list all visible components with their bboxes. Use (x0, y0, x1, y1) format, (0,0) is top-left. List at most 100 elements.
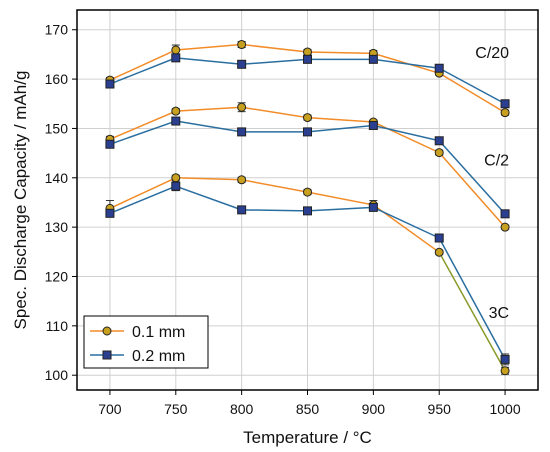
data-point (368, 202, 378, 212)
series-segment (307, 191, 374, 206)
data-point (237, 127, 247, 137)
data-point (303, 113, 312, 123)
legend-label-0.1mm: 0.1 mm (132, 324, 185, 341)
series-segment (373, 58, 440, 69)
series-segment (307, 116, 374, 123)
legend-marker-0.2mm (102, 350, 112, 360)
data-point (303, 54, 312, 64)
data-point (105, 139, 115, 149)
series-segment (175, 185, 242, 211)
series-3C-0.2mm (105, 181, 510, 366)
series-segment (241, 106, 308, 119)
data-point (105, 79, 115, 89)
series-segment (438, 237, 506, 360)
data-point (105, 208, 115, 218)
x-tick-label-900: 900 (362, 401, 386, 417)
data-point (303, 47, 312, 57)
series-C-20-0.1mm (105, 40, 510, 118)
legend-label-0.2mm: 0.2 mm (132, 348, 185, 365)
x-tick-label-700: 700 (98, 401, 122, 417)
series-segment (175, 120, 242, 133)
series-segment (175, 57, 242, 66)
data-point (500, 99, 510, 109)
data-point (500, 209, 510, 219)
series-segment (109, 49, 177, 81)
series-segment (175, 43, 242, 51)
data-point (171, 173, 181, 183)
rate-label-C-20: C/20 (475, 45, 509, 62)
legend-marker-0.1mm (102, 326, 112, 336)
series-segment (373, 206, 440, 239)
data-point (171, 45, 181, 55)
series-C-2-0.1mm (105, 102, 510, 232)
data-point (303, 187, 312, 197)
data-point (171, 106, 181, 116)
y-tick-label-110: 110 (46, 318, 69, 334)
data-point (434, 63, 444, 73)
x-tick-label-800: 800 (230, 401, 254, 417)
x-tick-label-950: 950 (428, 401, 452, 417)
y-tick-label-100: 100 (45, 367, 69, 383)
data-point (434, 247, 444, 257)
y-tick-label-150: 150 (45, 120, 69, 136)
data-point (500, 366, 510, 376)
series-segment (373, 121, 440, 154)
x-tick-label-850: 850 (296, 401, 320, 417)
data-point (303, 206, 312, 216)
data-point (171, 53, 181, 63)
data-point (434, 233, 444, 243)
series-segment (438, 152, 506, 228)
data-point (237, 40, 247, 50)
data-point (500, 222, 510, 232)
data-point (500, 108, 510, 118)
legend: 0.1 mm 0.2 mm (83, 315, 209, 369)
y-axis-ticks: 100 110 120 130 140 150 160 170 (45, 22, 77, 383)
data-point (237, 205, 247, 215)
y-tick-label-170: 170 (45, 22, 69, 38)
series-segment (175, 177, 242, 181)
series-segment (307, 51, 374, 55)
series-segment (109, 185, 177, 215)
series-segment (241, 58, 308, 66)
data-point (303, 127, 312, 137)
series-segment (241, 209, 308, 212)
series-C-20-0.2mm (105, 53, 510, 109)
series-segment (241, 179, 308, 193)
x-axis-ticks: 700 750 800 850 900 950 1000 (98, 390, 521, 417)
data-point (237, 175, 247, 185)
series-segment (438, 72, 506, 114)
data-point (237, 102, 247, 112)
series-segment (175, 106, 242, 112)
data-point (434, 136, 444, 146)
y-axis-label: Spec. Discharge Capacity / mAh/g (11, 71, 30, 330)
y-tick-label-160: 160 (45, 71, 69, 87)
series-segment (438, 67, 506, 105)
y-tick-label-140: 140 (45, 170, 69, 186)
rate-annotations: C/20 C/2 3C (475, 45, 509, 322)
data-point (237, 59, 247, 69)
x-tick-label-750: 750 (164, 401, 188, 417)
y-tick-label-130: 130 (45, 219, 69, 235)
data-point (171, 181, 181, 191)
rate-label-C-2: C/2 (484, 152, 509, 169)
series-segment (109, 57, 177, 85)
series-segment (438, 140, 506, 215)
series-segment (109, 177, 177, 210)
series-C-2-0.2mm (105, 116, 510, 219)
data-point (368, 54, 378, 64)
series-segment (307, 124, 374, 133)
series-segment (307, 206, 374, 212)
x-tick-label-1000: 1000 (489, 401, 520, 417)
rate-label-3C: 3C (489, 305, 509, 322)
series-segment (438, 251, 506, 372)
series-segment (109, 120, 177, 145)
series-segment (373, 124, 440, 142)
data-point (500, 354, 510, 364)
data-point (171, 116, 181, 126)
x-axis-label: Temperature / °C (243, 428, 372, 447)
y-tick-label-120: 120 (45, 268, 69, 284)
series-segment (109, 110, 177, 140)
data-point (368, 120, 378, 130)
data-point (434, 148, 444, 158)
